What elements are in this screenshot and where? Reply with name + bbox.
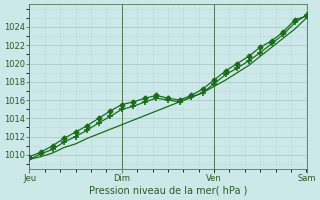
X-axis label: Pression niveau de la mer( hPa ): Pression niveau de la mer( hPa ) bbox=[89, 186, 247, 196]
